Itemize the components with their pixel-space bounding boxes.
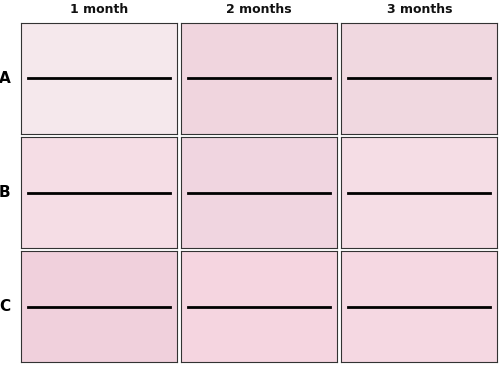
Text: B: B [0,185,10,200]
Text: A: A [0,71,10,86]
Text: C: C [0,299,10,314]
Text: 3 months: 3 months [386,3,452,16]
Text: 1 month: 1 month [70,3,128,16]
Text: 2 months: 2 months [226,3,292,16]
